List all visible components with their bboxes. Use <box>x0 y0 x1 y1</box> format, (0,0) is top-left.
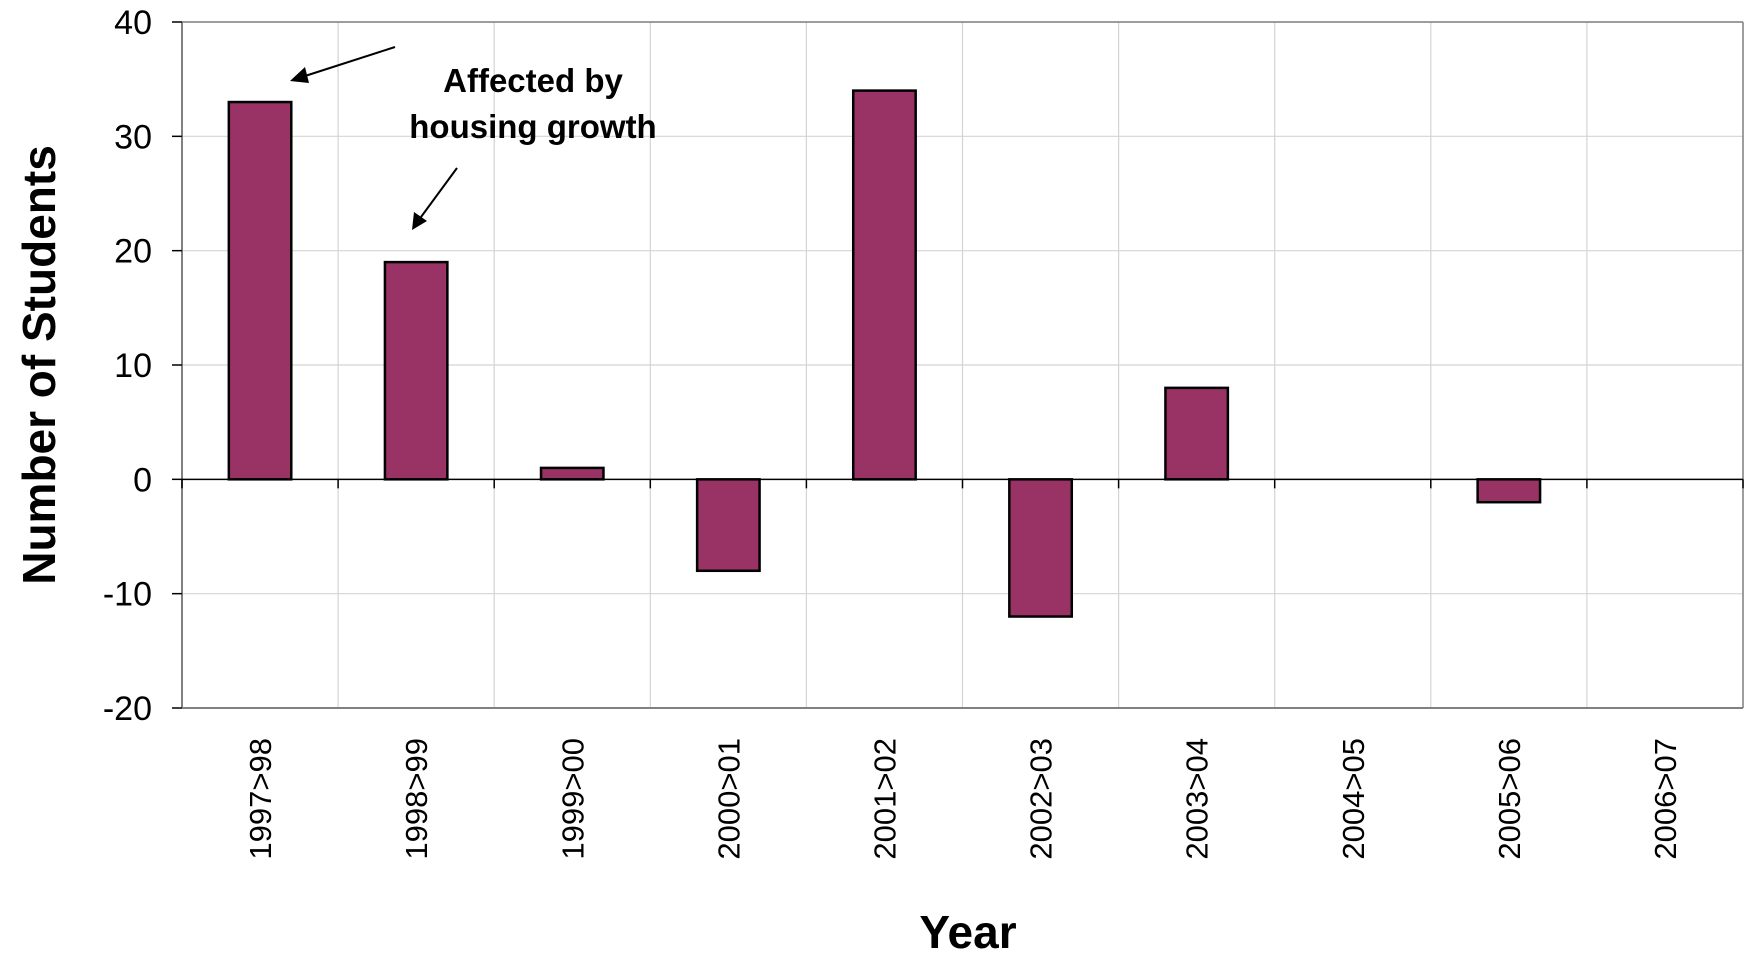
x-tick-label: 2000>01 <box>711 738 746 860</box>
y-tick-label: 0 <box>133 461 152 499</box>
x-tick-label: 2003>04 <box>1180 738 1215 860</box>
x-tick-label: 2004>05 <box>1336 738 1371 860</box>
bar-2002>03 <box>1008 478 1074 618</box>
annotation-arrow-1 <box>290 46 396 83</box>
annotation: Affected by housing growth <box>290 46 657 230</box>
y-tick-label: 40 <box>114 4 152 42</box>
y-tick-label: 20 <box>114 233 152 271</box>
bar-1997>98 <box>227 100 293 481</box>
bar-2005>06 <box>1476 478 1542 504</box>
y-tick-label: 10 <box>114 347 152 385</box>
bar-2003>04 <box>1164 386 1230 481</box>
x-tick-label: 1999>00 <box>555 738 590 860</box>
y-tick-label: -10 <box>103 576 152 614</box>
y-tick-labels: 40 30 20 10 0 -10 -20 <box>103 4 152 728</box>
bar-2001>02 <box>851 89 917 481</box>
annotation-line-2: housing growth <box>409 108 656 145</box>
bar-1999>00 <box>539 466 605 481</box>
bar-2000>01 <box>695 478 761 573</box>
bars <box>227 89 1542 618</box>
y-tick-label: -20 <box>103 690 152 728</box>
y-tick-label: 30 <box>114 118 152 156</box>
x-tick-label: 2001>02 <box>867 738 902 860</box>
x-tick-label: 2005>06 <box>1492 738 1527 860</box>
y-axis-title: Number of Students <box>13 145 65 585</box>
bar-1998>99 <box>383 260 449 481</box>
x-axis-title: Year <box>919 906 1016 958</box>
x-tick-label: 1997>98 <box>243 738 278 860</box>
x-tick-label: 2006>07 <box>1648 738 1683 860</box>
annotation-line-1: Affected by <box>443 62 623 99</box>
x-tick-label: 2002>03 <box>1024 738 1059 860</box>
axes <box>172 21 1744 709</box>
annotation-arrow-2 <box>412 167 458 230</box>
x-tick-label: 1998>99 <box>399 738 434 860</box>
x-tick-labels: 1997>98 1998>99 1999>00 2000>01 2001>02 2002>… <box>243 738 1683 860</box>
